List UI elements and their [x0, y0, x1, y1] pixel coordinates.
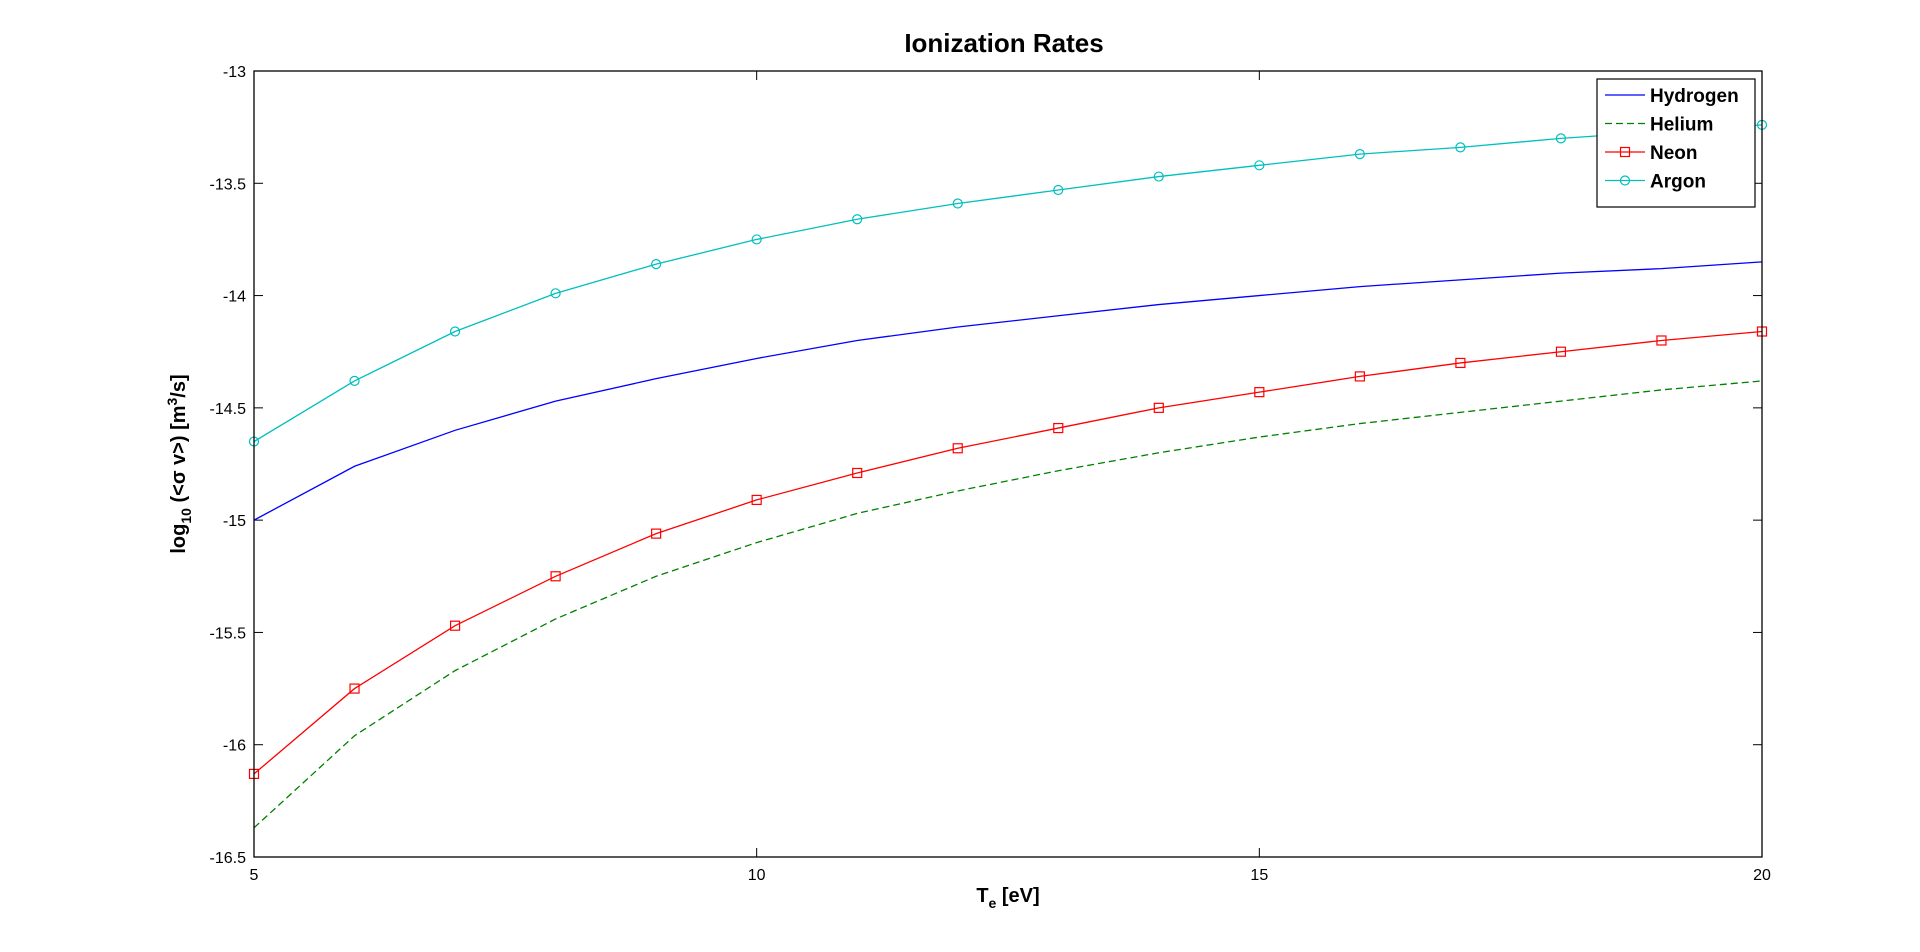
series-neon-point [449, 620, 461, 631]
legend-item-neon: Neon [1605, 143, 1698, 164]
legend-item-argon: Argon [1605, 172, 1706, 193]
x-tick-label: 5 [250, 867, 259, 884]
x-axis-label-unit: [eV] [996, 885, 1039, 907]
y-axis-label-log: log [168, 524, 190, 554]
series-argon-line [253, 124, 1763, 443]
series-argon-point [1455, 142, 1466, 153]
series-neon-point [1153, 402, 1164, 413]
y-tick-label: -13.5 [210, 176, 247, 193]
plot-area [254, 71, 1762, 857]
legend-item-neon-label: Neon [1650, 143, 1698, 164]
series-argon-point [751, 234, 762, 245]
y-tick-label: -16.5 [210, 850, 247, 867]
legend-item-helium: Helium [1605, 115, 1713, 136]
x-tick-label: 20 [1753, 867, 1771, 884]
y-tick-label: -16 [223, 738, 246, 755]
legend-box [1596, 78, 1756, 208]
x-tick-label: 10 [748, 867, 766, 884]
legend: Hydrogen Helium Neon Argon [1596, 78, 1756, 208]
series-neon-point [1354, 371, 1365, 382]
legend-item-neon-point [1619, 146, 1631, 158]
series-neon-point [1555, 346, 1567, 357]
series-argon-point [852, 214, 863, 225]
series-neon-point [751, 494, 762, 506]
x-axis-label-subscript: e [989, 895, 997, 911]
legend-item-helium-label: Helium [1650, 115, 1713, 136]
series-neon-point [1053, 422, 1064, 434]
series-helium [253, 380, 1763, 829]
y-tick-label: -14.5 [210, 401, 247, 418]
series-neon-point [349, 683, 360, 694]
series-argon-point [1053, 184, 1064, 196]
x-axis-label-main: T [976, 885, 988, 907]
series-neon-point [952, 443, 963, 454]
series-layer [248, 119, 1768, 829]
y-tick-label: -13 [223, 64, 246, 81]
y-axis-label: log10 (<σ v>) [m3/s] [164, 374, 194, 553]
series-neon [248, 326, 1768, 780]
legend-item-hydrogen: Hydrogen [1605, 86, 1739, 107]
series-argon-point [1153, 171, 1164, 182]
y-axis-label-superscript: 3 [164, 397, 180, 405]
series-argon-point [349, 375, 360, 387]
series-neon-line [253, 330, 1763, 775]
series-argon-point [1254, 160, 1265, 171]
series-neon-point [550, 571, 561, 582]
chart-title: Ionization Rates [904, 28, 1103, 58]
legend-item-argon-point [1619, 175, 1631, 186]
y-axis-label-unit: /s] [168, 374, 190, 397]
series-neon-point [651, 528, 662, 539]
y-tick-label: -15 [223, 513, 246, 530]
series-argon-point [550, 288, 561, 299]
x-axis-label: Te [eV] [976, 885, 1039, 911]
legend-item-hydrogen-label: Hydrogen [1650, 86, 1739, 107]
legend-item-argon-label: Argon [1650, 172, 1706, 193]
series-neon-point [1254, 387, 1265, 398]
y-tick-label: -14 [223, 289, 246, 306]
series-neon-point [1656, 335, 1667, 346]
y-tick-label: -15.5 [210, 625, 247, 642]
y-axis-label-subscript: 10 [178, 508, 194, 524]
axis-ticks: 5 10 15 20 -16.5 -16 -15.5 -15 -14.5 -14 -13.5 -13 [210, 64, 1771, 884]
series-hydrogen-line [253, 261, 1763, 521]
series-argon-point [449, 326, 461, 337]
series-argon-point [1354, 148, 1365, 160]
series-neon-point [1455, 357, 1466, 369]
axes-box [253, 70, 1763, 858]
x-tick-label: 15 [1250, 867, 1268, 884]
y-axis-label-main: (<σ v>) [m [168, 405, 190, 508]
series-argon-point [952, 198, 963, 209]
series-neon-point [852, 467, 863, 479]
series-hydrogen [253, 261, 1763, 521]
series-argon-point [651, 259, 662, 270]
series-helium-line [253, 380, 1763, 829]
series-argon-point [1555, 133, 1567, 144]
